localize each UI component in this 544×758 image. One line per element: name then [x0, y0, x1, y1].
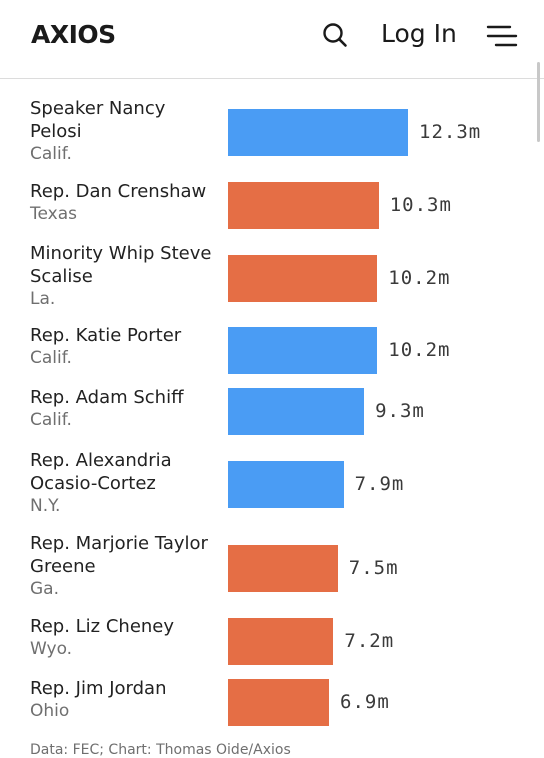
row-label: Speaker Nancy Pelosi Calif. [30, 97, 222, 166]
site-header: AXIOS Log In [0, 0, 544, 79]
fundraising-bar [228, 182, 379, 229]
member-name: Rep. Adam Schiff [30, 387, 184, 408]
member-state: La. [30, 289, 56, 309]
fundraising-bar [228, 679, 329, 726]
row-label: Rep. Liz Cheney Wyo. [30, 615, 222, 661]
login-button[interactable]: Log In [381, 19, 457, 48]
row-label: Rep. Jim Jordan Ohio [30, 677, 222, 723]
axios-logo[interactable]: AXIOS [31, 20, 116, 49]
fundraising-bar [228, 327, 378, 374]
member-name: Rep. Marjorie Taylor Greene [30, 533, 208, 577]
search-icon [323, 23, 347, 47]
member-state: Texas [30, 204, 77, 224]
member-state: Ga. [30, 579, 59, 599]
row-label: Rep. Adam Schiff Calif. [30, 386, 222, 432]
row-label: Rep. Dan Crenshaw Texas [30, 180, 222, 226]
fundraising-bar [228, 255, 378, 302]
member-name: Speaker Nancy Pelosi [30, 98, 166, 142]
menu-icon [486, 25, 518, 47]
member-state: Calif. [30, 348, 72, 368]
page-scrollbar[interactable] [537, 62, 540, 142]
bar-value-label: 7.5m [348, 557, 399, 579]
member-state: N.Y. [30, 496, 61, 516]
member-name: Rep. Liz Cheney [30, 616, 175, 637]
member-name: Rep. Jim Jordan [30, 678, 167, 699]
member-name: Minority Whip Steve Scalise [30, 243, 212, 287]
bar-value-label: 10.3m [389, 194, 452, 216]
fundraising-bar [228, 109, 408, 156]
bar-value-label: 9.3m [375, 400, 425, 422]
bar-value-label: 10.2m [388, 267, 451, 289]
menu-button[interactable] [486, 22, 518, 50]
chart-source-note: Data: FEC; Chart: Thomas Oide/Axios [30, 742, 291, 758]
row-label: Minority Whip Steve Scalise La. [30, 242, 222, 311]
search-button[interactable] [320, 20, 350, 50]
fundraising-bar [228, 545, 338, 592]
bar-value-label: 7.2m [344, 630, 395, 652]
bar-value-label: 6.9m [340, 691, 390, 713]
member-state: Ohio [30, 701, 70, 721]
member-name: Rep. Katie Porter [30, 325, 182, 346]
row-label: Rep. Alexandria Ocasio-Cortez N.Y. [30, 449, 222, 518]
bar-value-label: 10.2m [388, 339, 451, 361]
member-name: Rep. Alexandria Ocasio-Cortez [30, 450, 172, 494]
bar-value-label: 7.9m [354, 473, 405, 495]
member-name: Rep. Dan Crenshaw [30, 181, 207, 202]
member-state: Calif. [30, 144, 72, 164]
bar-value-label: 12.3m [419, 121, 482, 143]
member-state: Calif. [30, 410, 72, 430]
fundraising-bar [228, 618, 334, 665]
row-label: Rep. Katie Porter Calif. [30, 324, 222, 370]
fundraising-bar [228, 388, 365, 435]
member-state: Wyo. [30, 639, 73, 659]
fundraising-bar [228, 461, 344, 508]
fundraising-bar-chart: Speaker Nancy Pelosi Calif. 12.3m Rep. Dan … [0, 79, 544, 750]
row-label: Rep. Marjorie Taylor Greene Ga. [30, 532, 222, 601]
